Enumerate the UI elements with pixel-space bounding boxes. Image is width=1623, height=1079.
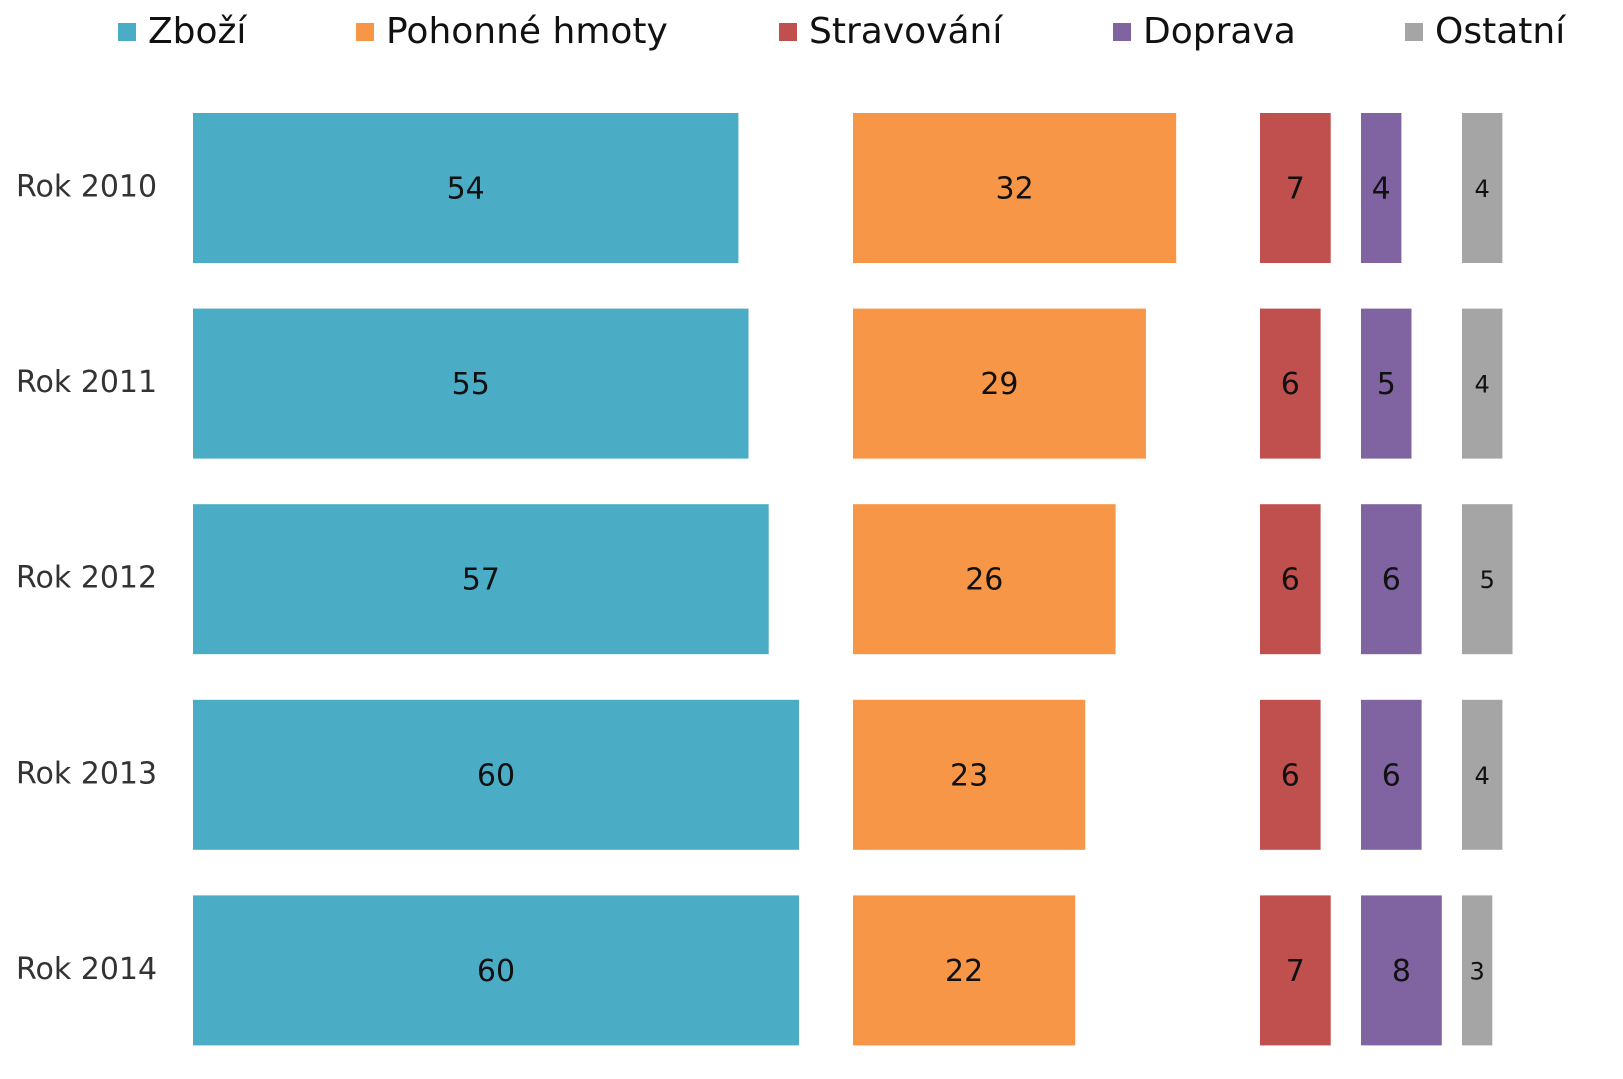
data-label: 57	[462, 563, 500, 598]
bar	[1462, 504, 1513, 655]
data-label: 6	[1281, 563, 1300, 598]
data-label: 4	[1372, 172, 1391, 207]
bar	[1260, 895, 1331, 1046]
data-label: 5	[1377, 367, 1396, 402]
bar	[853, 895, 1076, 1046]
bar	[1462, 308, 1503, 459]
legend-label: Stravování	[809, 11, 1003, 52]
data-label: 6	[1382, 758, 1401, 793]
bar	[193, 699, 799, 850]
legend-swatch	[118, 23, 136, 41]
bar	[1260, 308, 1321, 459]
legend-label: Ostatní	[1435, 11, 1566, 52]
legend-swatch	[779, 23, 797, 41]
bar	[1361, 308, 1412, 459]
bar	[193, 308, 749, 459]
legend-swatch	[1113, 23, 1131, 41]
bar	[853, 699, 1086, 850]
bar	[1462, 895, 1493, 1046]
data-label: 7	[1286, 172, 1305, 207]
category-label: Rok 2010	[16, 170, 157, 205]
bar	[1462, 113, 1503, 263]
bar	[1462, 699, 1503, 850]
bar	[1361, 113, 1402, 263]
data-label: 55	[452, 367, 490, 402]
legend-swatch	[1405, 23, 1423, 41]
bar	[1361, 504, 1422, 655]
bar	[1361, 699, 1422, 850]
data-label: 32	[996, 172, 1034, 207]
category-label: Rok 2012	[16, 561, 157, 596]
legend-label: Doprava	[1143, 11, 1296, 52]
legend-swatch	[356, 23, 374, 41]
bar	[193, 504, 769, 655]
bar	[193, 895, 799, 1046]
bar	[1260, 113, 1331, 263]
bar	[853, 504, 1116, 655]
legend-label: Pohonné hmoty	[386, 11, 668, 52]
data-label: 7	[1286, 954, 1305, 989]
data-label: 5	[1480, 566, 1495, 594]
data-label: 54	[447, 172, 485, 207]
data-label: 4	[1475, 371, 1490, 399]
data-label: 60	[477, 954, 515, 989]
category-label: Rok 2014	[16, 952, 157, 987]
bar	[193, 113, 739, 263]
bar	[1361, 895, 1442, 1046]
legend-label: Zboží	[148, 11, 247, 52]
data-label: 60	[477, 758, 515, 793]
data-label: 6	[1281, 758, 1300, 793]
data-label: 6	[1382, 563, 1401, 598]
data-label: 22	[945, 954, 983, 989]
bar	[1260, 504, 1321, 655]
data-label: 29	[980, 367, 1018, 402]
bar	[1260, 699, 1321, 850]
data-label: 3	[1470, 957, 1485, 985]
bar	[853, 308, 1146, 459]
data-label: 8	[1392, 954, 1411, 989]
data-label: 4	[1475, 762, 1490, 790]
data-label: 4	[1475, 175, 1490, 203]
bar	[853, 113, 1177, 263]
data-label: 6	[1281, 367, 1300, 402]
category-label: Rok 2013	[16, 756, 157, 791]
data-label: 26	[965, 563, 1003, 598]
data-label: 23	[950, 758, 988, 793]
category-label: Rok 2011	[16, 365, 157, 400]
